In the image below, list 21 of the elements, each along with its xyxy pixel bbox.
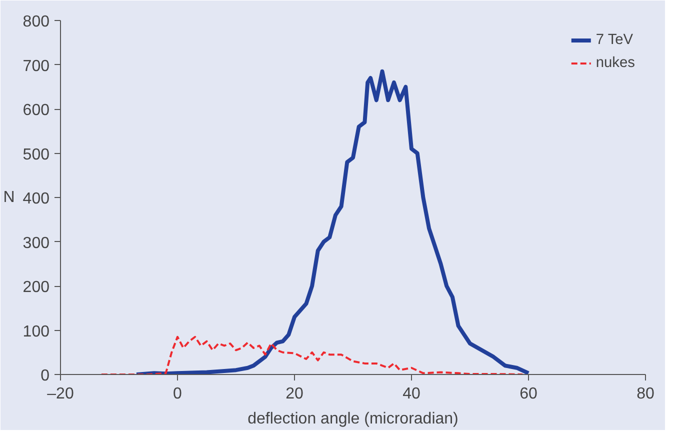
- x-tick-label: 0: [173, 386, 182, 402]
- legend-label: 7 TeV: [596, 32, 634, 48]
- line-series: [134, 69, 530, 374]
- y-tick-label: 500: [22, 146, 50, 164]
- y-tick-label: 600: [22, 102, 50, 119]
- legend-label: nukes: [596, 55, 635, 71]
- y-tick-label: 200: [22, 279, 50, 296]
- line-series: [100, 336, 524, 374]
- x-tick-label: 20: [286, 386, 304, 402]
- y-tick-label: 100: [22, 323, 50, 340]
- y-tick-label: 300: [22, 234, 50, 252]
- y-tick-label: 400: [22, 190, 50, 208]
- x-tick-label: 60: [520, 386, 538, 402]
- y-tick-label: 800: [22, 14, 50, 30]
- x-axis-title: deflection angle (microradian): [248, 410, 458, 428]
- x-tick-label: –20: [47, 386, 74, 402]
- x-tick-label: 40: [402, 386, 420, 402]
- y-tick-label: 700: [22, 58, 50, 75]
- x-tick-label: 80: [636, 386, 654, 402]
- y-tick-label: 0: [40, 368, 50, 384]
- y-axis-title: N: [3, 189, 15, 206]
